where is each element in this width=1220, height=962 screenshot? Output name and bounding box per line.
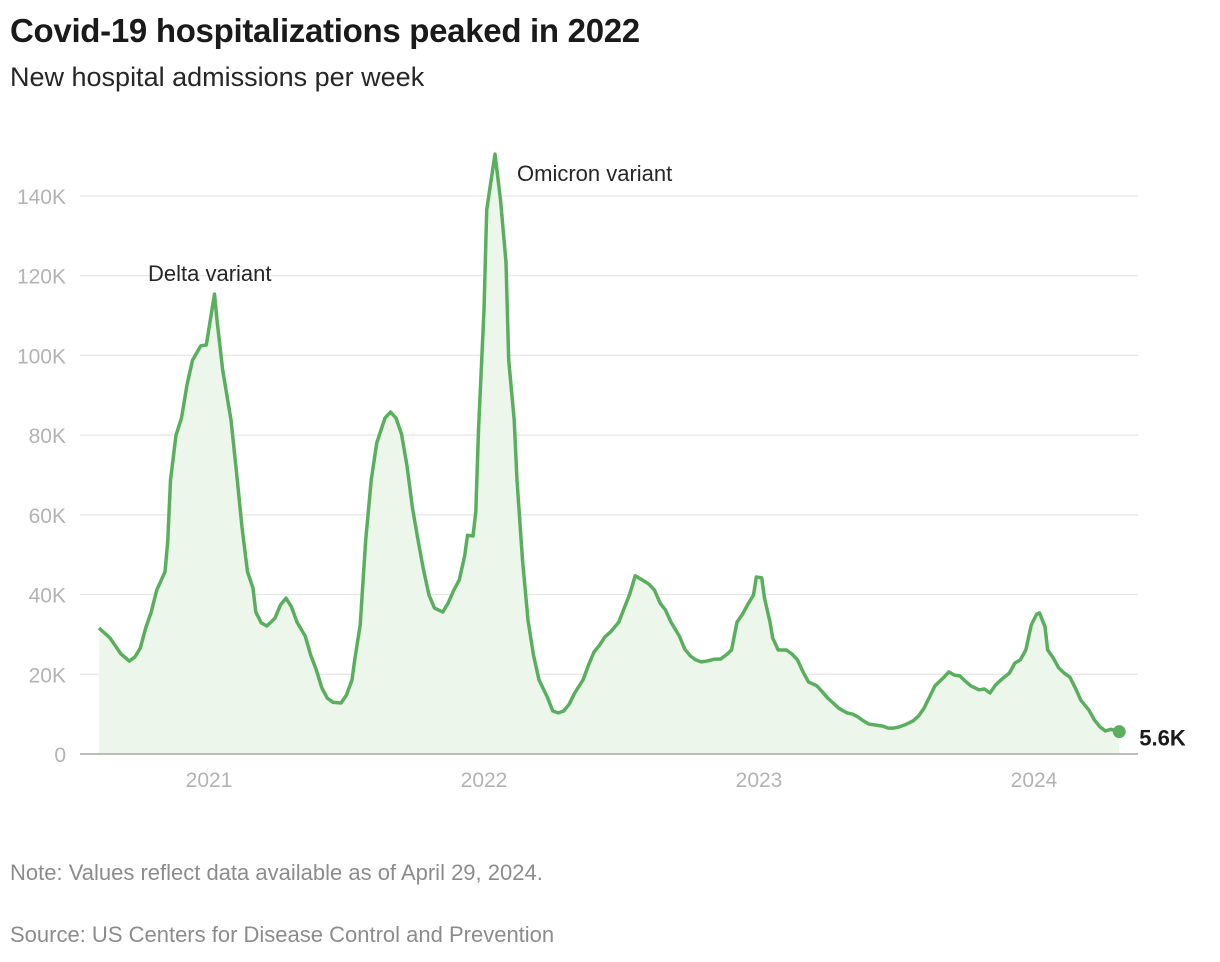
x-tick-label: 2021 [186, 769, 233, 792]
y-tick-label: 140K [17, 186, 66, 209]
annotation-delta: Delta variant [148, 261, 272, 286]
chart-note: Note: Values reflect data available as o… [10, 860, 543, 885]
y-tick-label: 80K [29, 425, 66, 448]
y-tick-label: 0 [54, 744, 66, 767]
x-tick-label: 2024 [1011, 769, 1058, 792]
y-tick-label: 40K [29, 585, 66, 608]
y-tick-label: 120K [17, 266, 66, 289]
end-point-marker [1112, 725, 1126, 739]
area-fill [99, 154, 1120, 755]
chart-title: Covid-19 hospitalizations peaked in 2022 [10, 12, 640, 49]
y-axis-ticks: 0 20K 40K 60K 80K 100K 120K 140K [17, 186, 66, 767]
y-tick-label: 20K [29, 664, 66, 687]
chart-subtitle: New hospital admissions per week [10, 62, 425, 92]
x-tick-label: 2023 [736, 769, 783, 792]
y-tick-label: 60K [29, 505, 66, 528]
chart-source: Source: US Centers for Disease Control a… [10, 922, 555, 947]
y-tick-label: 100K [17, 345, 66, 368]
annotation-omicron: Omicron variant [517, 161, 672, 186]
x-tick-label: 2022 [461, 769, 508, 792]
end-value-label: 5.6K [1139, 726, 1186, 751]
series-line [97, 152, 1120, 734]
x-axis-ticks: 2021 2022 2023 2024 [186, 769, 1058, 792]
